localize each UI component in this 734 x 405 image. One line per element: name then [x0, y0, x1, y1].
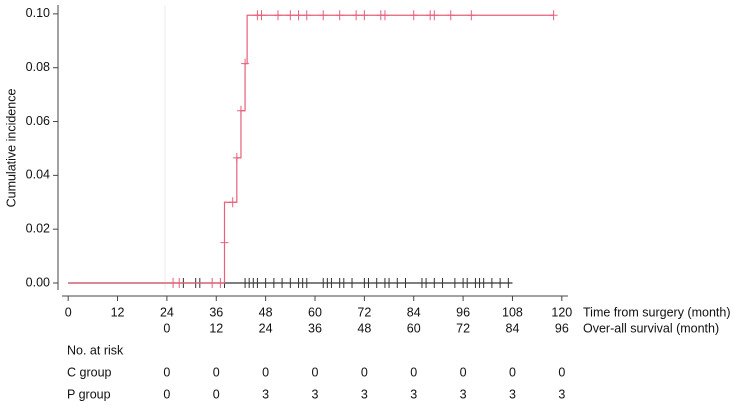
censor-mark	[220, 237, 229, 248]
x-tick-label: 84	[407, 305, 421, 319]
x2-tick-label: 96	[555, 321, 569, 335]
censor-mark	[450, 278, 459, 289]
censor-mark	[463, 278, 472, 289]
y-tick-label: 0.04	[26, 168, 50, 182]
censor-mark	[175, 278, 184, 289]
censor-mark	[393, 278, 402, 289]
y-axis-label: Cumulative incidence	[4, 89, 18, 208]
censor-mark	[385, 278, 394, 289]
censor-mark	[286, 10, 295, 21]
censor-mark	[257, 10, 266, 21]
censor-mark	[422, 278, 431, 289]
x2-tick-label: 36	[308, 321, 322, 335]
x2-tick-label: 12	[209, 321, 223, 335]
censor-mark	[352, 10, 361, 21]
censor-mark	[278, 278, 287, 289]
y-tick-label: 0.08	[26, 60, 50, 74]
risk-count: 3	[312, 387, 319, 401]
censor-mark	[319, 10, 328, 21]
censor-mark	[236, 105, 245, 116]
risk-count: 3	[361, 387, 368, 401]
x-tick-label: 48	[259, 305, 273, 319]
y-tick-label: 0.02	[26, 221, 50, 235]
censor-mark	[438, 278, 447, 289]
risk-count: 0	[163, 387, 170, 401]
risk-row-name: P group	[67, 387, 111, 401]
censor-mark	[261, 278, 270, 289]
censor-mark	[348, 278, 357, 289]
censor-mark	[286, 278, 295, 289]
censor-mark	[380, 10, 389, 21]
risk-count: 0	[460, 365, 467, 379]
x-tick-label: 108	[502, 305, 523, 319]
x-tick-label: 36	[209, 305, 223, 319]
x-tick-label: 96	[456, 305, 470, 319]
risk-count: 0	[361, 365, 368, 379]
risk-table-title: No. at risk	[67, 343, 124, 357]
x-tick-label: 120	[551, 305, 572, 319]
risk-count: 3	[262, 387, 269, 401]
x2-tick-label: 48	[357, 321, 371, 335]
risk-count: 3	[410, 387, 417, 401]
x-tick-label: 72	[357, 305, 371, 319]
censor-mark	[401, 278, 410, 289]
censor-mark	[430, 10, 439, 21]
censor-mark	[364, 278, 373, 289]
x2-tick-label: 60	[407, 321, 421, 335]
risk-count: 3	[509, 387, 516, 401]
x2-tick-label: 84	[506, 321, 520, 335]
risk-count: 0	[410, 365, 417, 379]
step-line	[68, 14, 554, 284]
censor-mark	[409, 10, 418, 21]
censor-mark	[496, 278, 505, 289]
censor-mark	[302, 278, 311, 289]
x2-tick-label: 72	[456, 321, 470, 335]
y-tick-label: 0.10	[26, 6, 50, 20]
risk-count: 0	[262, 365, 269, 379]
censor-mark	[232, 152, 241, 163]
censor-mark	[327, 278, 336, 289]
censor-mark	[479, 278, 488, 289]
censor-mark	[335, 10, 344, 21]
censor-mark	[269, 278, 278, 289]
risk-count: 0	[312, 365, 319, 379]
x-tick-label: 60	[308, 305, 322, 319]
censor-mark	[467, 10, 476, 21]
censor-mark	[360, 10, 369, 21]
x2-tick-label: 24	[259, 321, 273, 335]
x2-tick-label: 0	[163, 321, 170, 335]
censor-mark	[208, 278, 217, 289]
censor-mark	[430, 278, 439, 289]
risk-count: 0	[213, 365, 220, 379]
censor-mark	[302, 10, 311, 21]
x-tick-label: 0	[65, 305, 72, 319]
censor-mark	[273, 10, 282, 21]
censor-mark	[339, 278, 348, 289]
censor-mark	[549, 10, 558, 21]
risk-count: 3	[460, 387, 467, 401]
censor-mark	[487, 278, 496, 289]
censor-mark	[372, 278, 381, 289]
censor-mark	[446, 10, 455, 21]
risk-count: 0	[509, 365, 516, 379]
censor-mark	[504, 278, 513, 289]
risk-count: 0	[213, 387, 220, 401]
x-tick-label: 24	[160, 305, 174, 319]
risk-row-name: C group	[67, 365, 112, 379]
censor-mark	[228, 197, 237, 208]
censor-mark	[253, 278, 262, 289]
risk-count: 0	[558, 365, 565, 379]
x-tick-label: 12	[111, 305, 125, 319]
censor-mark	[216, 278, 225, 289]
y-tick-label: 0.00	[26, 275, 50, 289]
censor-mark	[241, 58, 250, 69]
risk-count: 0	[163, 365, 170, 379]
risk-count: 3	[558, 387, 565, 401]
x2-axis-label: Over-all survival (month)	[583, 321, 719, 335]
x-axis-label: Time from surgery (month)	[583, 305, 730, 319]
censor-mark	[294, 10, 303, 21]
y-tick-label: 0.06	[26, 114, 50, 128]
